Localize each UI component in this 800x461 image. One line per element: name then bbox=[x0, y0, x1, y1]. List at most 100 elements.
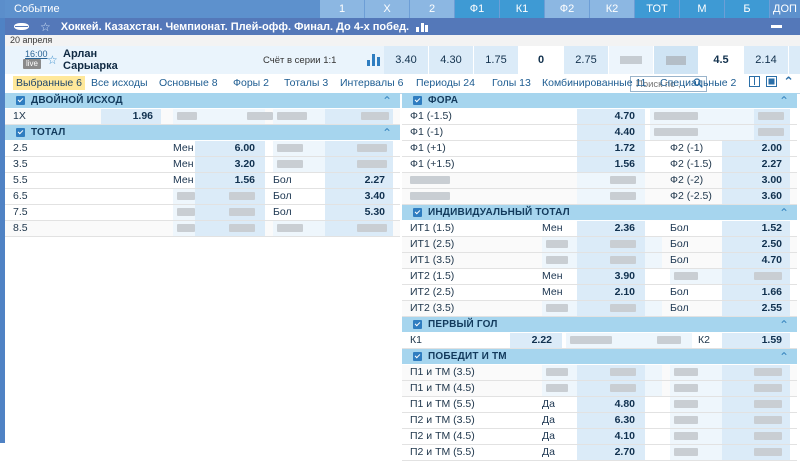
market-checkbox-icon[interactable] bbox=[413, 320, 422, 329]
filter-tab-5[interactable]: Тоталы 3 bbox=[284, 77, 329, 89]
event-odd-cell-7[interactable] bbox=[654, 46, 699, 74]
odd-value[interactable]: 1.72 bbox=[577, 141, 645, 156]
market-row[interactable]: Ф1 (+1) 1.72 Ф2 (-1) 2.00 bbox=[402, 141, 797, 157]
market-tab-6[interactable]: Ф2 bbox=[545, 0, 590, 18]
event-odd-cell-1[interactable]: 3.40 bbox=[384, 46, 429, 74]
filter-tab-7[interactable]: Периоды 24 bbox=[416, 77, 475, 89]
market-tab-7[interactable]: К2 bbox=[590, 0, 635, 18]
favorite-star-icon[interactable]: ☆ bbox=[40, 19, 51, 34]
market-row[interactable]: 6.5 Бол 3.40 bbox=[5, 189, 400, 205]
event-statistics-icon[interactable] bbox=[367, 54, 380, 66]
market-row[interactable]: 7.5 Бол 5.30 bbox=[5, 205, 400, 221]
odd-value[interactable]: 2.50 bbox=[722, 237, 790, 252]
odd-value[interactable]: 5.30 bbox=[325, 205, 393, 220]
chevron-up-icon[interactable]: ⌃ bbox=[778, 350, 789, 364]
market-header[interactable]: ДВОЙНОЙ ИСХОД ⌃ bbox=[5, 93, 400, 109]
odd-value[interactable]: 1.56 bbox=[195, 173, 265, 188]
event-odd-cell-10[interactable]: 1.66 bbox=[789, 46, 800, 74]
market-tab-4[interactable]: Ф1 bbox=[455, 0, 500, 18]
filter-tab-6[interactable]: Интервалы 6 bbox=[340, 77, 404, 89]
market-row[interactable]: ИТ2 (3.5) Бол 2.55 bbox=[402, 301, 797, 317]
market-row[interactable]: ИТ1 (2.5) Бол 2.50 bbox=[402, 237, 797, 253]
search-input[interactable] bbox=[634, 77, 690, 91]
odd-value[interactable]: 1.56 bbox=[577, 157, 645, 172]
filter-tab-4[interactable]: Форы 2 bbox=[233, 77, 269, 89]
filter-tab-8[interactable]: Голы 13 bbox=[492, 77, 531, 89]
odd-value[interactable]: 2.55 bbox=[722, 301, 790, 316]
odd-value[interactable]: 3.00 bbox=[722, 173, 790, 188]
odd-value[interactable]: 6.00 bbox=[195, 141, 265, 156]
market-checkbox-icon[interactable] bbox=[16, 128, 25, 137]
event-odd-cell-9[interactable]: 2.14 bbox=[744, 46, 789, 74]
event-odd-cell-2[interactable]: 4.30 bbox=[429, 46, 474, 74]
odd-value[interactable]: 1.52 bbox=[722, 221, 790, 236]
statistics-icon[interactable] bbox=[416, 22, 429, 32]
event-teams[interactable]: Арлан Сарыарка bbox=[63, 48, 118, 72]
market-tab-9[interactable]: М bbox=[680, 0, 725, 18]
market-filter-bar[interactable]: ⌃ Выбранные 6 Все исходы Основные 8 Форы 2 Т… bbox=[5, 74, 800, 94]
market-tab-strip[interactable]: 1 X 2 Ф1 К1 Ф2 К2 ТОТ М Б ДОП bbox=[320, 0, 800, 18]
odd-value[interactable]: 4.10 bbox=[577, 429, 645, 444]
odd-value[interactable]: 4.70 bbox=[577, 109, 645, 124]
market-tab-5[interactable]: К1 bbox=[500, 0, 545, 18]
chevron-up-icon[interactable]: ⌃ bbox=[381, 94, 392, 108]
chevron-up-icon[interactable]: ⌃ bbox=[381, 126, 392, 140]
filter-tab-10[interactable]: Специальные 2 bbox=[660, 77, 737, 89]
odd-value[interactable]: 2.36 bbox=[577, 221, 645, 236]
market-row[interactable]: ИТ2 (2.5) Мен 2.10 Бол 1.66 bbox=[402, 285, 797, 301]
filter-tab-2[interactable]: Все исходы bbox=[91, 77, 148, 89]
market-tab-10[interactable]: Б bbox=[725, 0, 770, 18]
event-odd-cell-6[interactable] bbox=[609, 46, 654, 74]
chevron-up-icon[interactable]: ⌃ bbox=[778, 94, 789, 108]
minimize-button[interactable] bbox=[771, 25, 782, 28]
odd-value[interactable]: 2.00 bbox=[722, 141, 790, 156]
market-row[interactable]: 1X 1.96 bbox=[5, 109, 400, 125]
market-row[interactable]: Ф1 (-1.5) 4.70 bbox=[402, 109, 797, 125]
market-checkbox-icon[interactable] bbox=[413, 96, 422, 105]
odd-value[interactable]: 2.22 bbox=[510, 333, 562, 348]
odd-value[interactable]: 2.27 bbox=[325, 173, 393, 188]
market-row[interactable]: ИТ2 (1.5) Мен 3.90 bbox=[402, 269, 797, 285]
market-row[interactable]: К1 2.22 К2 1.59 bbox=[402, 333, 797, 349]
odd-value[interactable]: 2.70 bbox=[577, 445, 645, 460]
market-row[interactable]: 5.5 Мен 1.56 Бол 2.27 bbox=[5, 173, 400, 189]
market-row[interactable]: П1 и ТМ (4.5) bbox=[402, 381, 797, 397]
market-row[interactable]: П2 и ТМ (3.5) Да 6.30 bbox=[402, 413, 797, 429]
market-row[interactable]: Ф1 (+1.5) 1.56 Ф2 (-1.5) 2.27 bbox=[402, 157, 797, 173]
market-row[interactable]: ИТ1 (3.5) Бол 4.70 bbox=[402, 253, 797, 269]
filter-tab-3[interactable]: Основные 8 bbox=[159, 77, 218, 89]
view-mode-icons[interactable]: ⌃ bbox=[749, 74, 794, 89]
market-row[interactable]: 2.5 Мен 6.00 bbox=[5, 141, 400, 157]
market-row[interactable]: П1 и ТМ (5.5) Да 4.80 bbox=[402, 397, 797, 413]
odd-value[interactable]: 3.60 bbox=[722, 189, 790, 204]
odd-value[interactable]: 1.96 bbox=[101, 109, 161, 124]
event-odd-cell-5[interactable]: 2.75 bbox=[564, 46, 609, 74]
odd-value[interactable]: 3.90 bbox=[577, 269, 645, 284]
odd-value[interactable]: 1.59 bbox=[722, 333, 790, 348]
market-tab-2[interactable]: X bbox=[365, 0, 410, 18]
chevron-up-icon[interactable]: ⌃ bbox=[778, 206, 789, 220]
market-tab-3[interactable]: 2 bbox=[410, 0, 455, 18]
odd-value[interactable]: 6.30 bbox=[577, 413, 645, 428]
odd-value[interactable]: 1.66 bbox=[722, 285, 790, 300]
odd-value[interactable]: 4.80 bbox=[577, 397, 645, 412]
collapse-all-icon[interactable]: ⌃ bbox=[783, 74, 794, 89]
event-favorite-icon[interactable]: ☆ bbox=[47, 53, 58, 67]
market-tab-8[interactable]: ТОТ bbox=[635, 0, 680, 18]
odd-value[interactable]: 3.40 bbox=[325, 189, 393, 204]
event-odd-cell-4[interactable]: 0 bbox=[519, 46, 564, 74]
two-column-view-icon[interactable] bbox=[749, 76, 761, 87]
odd-value[interactable]: 2.27 bbox=[722, 157, 790, 172]
event-odd-cell-8[interactable]: 4.5 bbox=[699, 46, 744, 74]
market-tab-1[interactable]: 1 bbox=[320, 0, 365, 18]
market-row[interactable]: ИТ1 (1.5) Мен 2.36 Бол 1.52 bbox=[402, 221, 797, 237]
search-icon[interactable] bbox=[693, 78, 703, 88]
event-odd-cell-3[interactable]: 1.75 bbox=[474, 46, 519, 74]
market-row[interactable]: Ф2 (-2.5) 3.60 bbox=[402, 189, 797, 205]
market-checkbox-icon[interactable] bbox=[413, 352, 422, 361]
odd-value[interactable]: 4.70 bbox=[722, 253, 790, 268]
market-header[interactable]: ТОТАЛ ⌃ bbox=[5, 125, 400, 141]
market-row[interactable]: П2 и ТМ (5.5) Да 2.70 bbox=[402, 445, 797, 461]
market-header[interactable]: ФОРА ⌃ bbox=[402, 93, 797, 109]
